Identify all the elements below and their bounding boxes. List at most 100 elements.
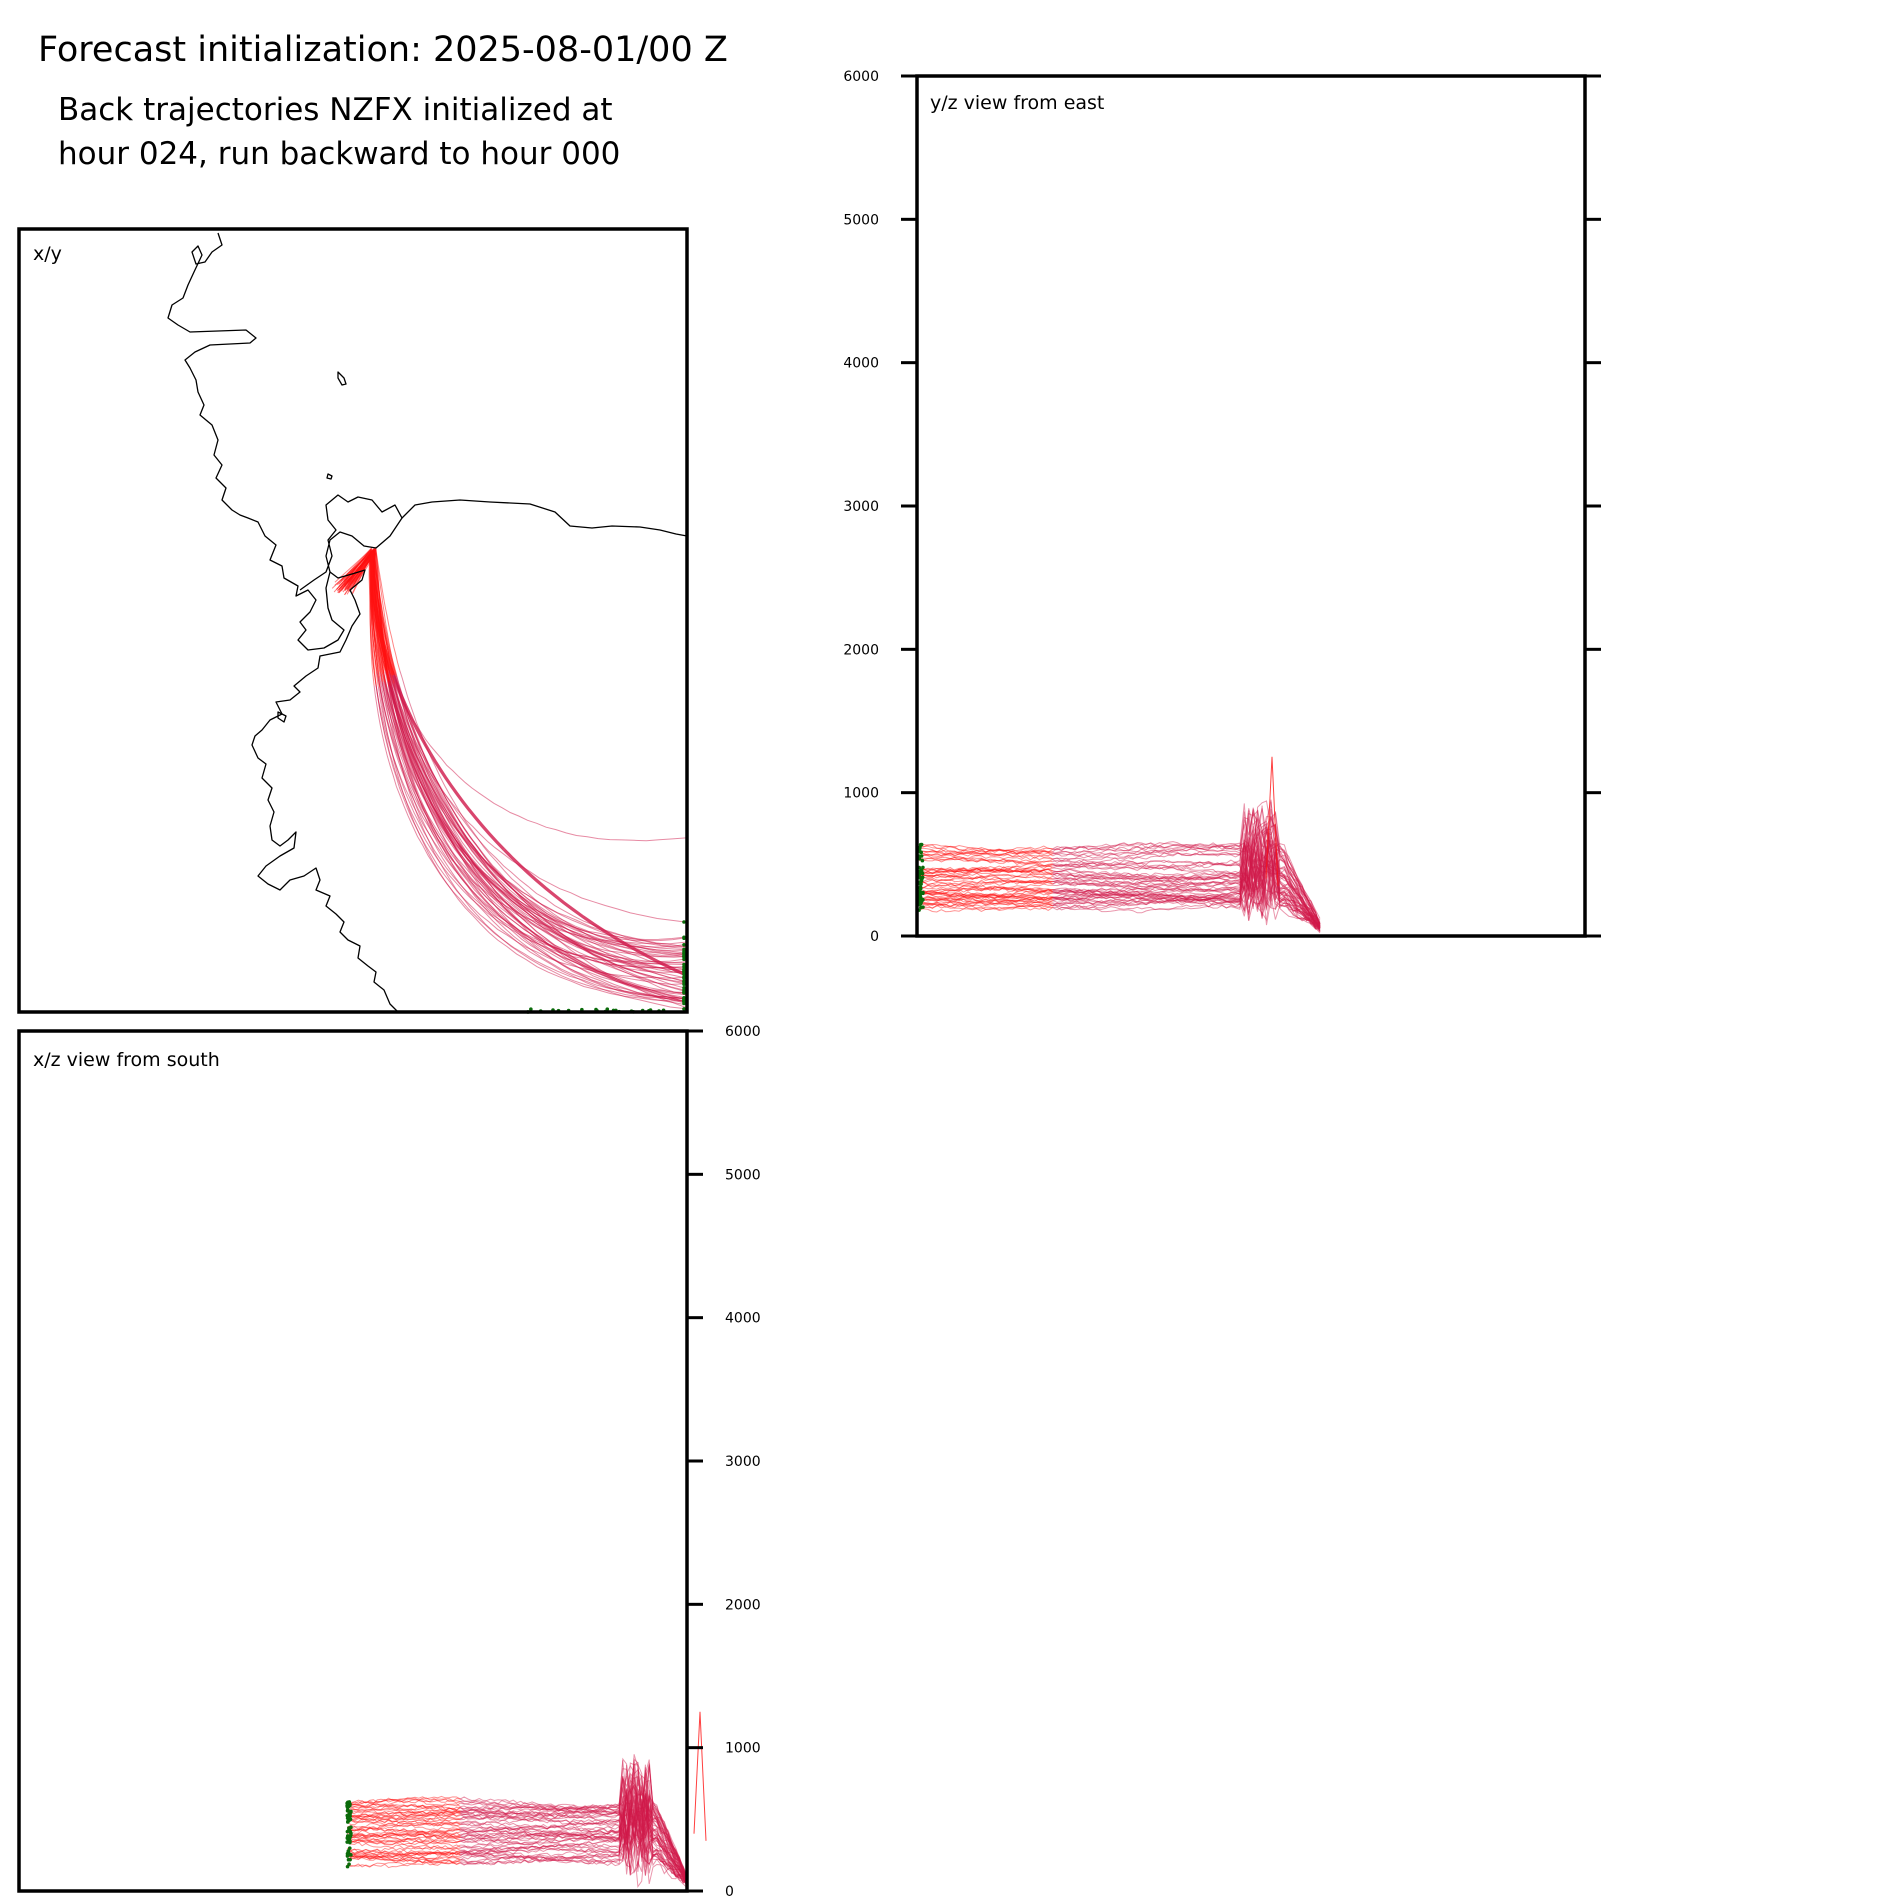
yz-trajectory-line	[1052, 895, 1200, 905]
xz-trajectory-line	[346, 1829, 461, 1840]
xz-trajectory-endpoint	[345, 1805, 350, 1809]
xz-trajectory-line	[346, 1854, 461, 1864]
yz-trajectory-line	[1199, 841, 1321, 927]
yz-trajectory-endpoint	[919, 850, 923, 855]
yz-trajectory-line	[1052, 894, 1200, 902]
yz-trajectory-line	[1199, 842, 1321, 924]
xz-trajectory-line	[460, 1805, 586, 1813]
xy-trajectory-line	[392, 671, 505, 881]
yz-trajectory-line	[1199, 799, 1321, 925]
xz-trajectory-line	[584, 1803, 688, 1887]
figure-subtitle: Back trajectories NZFX initialized at ho…	[58, 88, 620, 176]
xy-trajectory-endpoint	[682, 962, 686, 967]
xz-trajectory-line	[460, 1805, 586, 1814]
yz-trajectory-line	[1199, 848, 1321, 927]
xz-trajectory-line	[346, 1849, 461, 1856]
yz-trajectory-line	[918, 875, 1053, 883]
xy-trajectory-line	[471, 906, 687, 979]
coastline-north-east	[401, 499, 688, 537]
xz-trajectory-line	[346, 1854, 461, 1865]
xz-trajectory-line	[460, 1814, 586, 1827]
yz-tick-label: 0	[870, 929, 879, 945]
xy-trajectory-line	[495, 891, 687, 1003]
xz-trajectory-line	[460, 1843, 586, 1855]
yz-trajectory-line	[918, 843, 1053, 855]
yz-trajectory-line	[1199, 823, 1321, 924]
xz-trajectory-line	[460, 1830, 586, 1839]
yz-trajectory-line	[918, 863, 1053, 875]
yz-trajectory-line	[1052, 898, 1200, 911]
yz-trajectory-line	[1199, 857, 1321, 932]
xz-trajectory-line	[346, 1813, 461, 1826]
xy-trajectory-line	[468, 909, 687, 1000]
yz-endpoints	[917, 842, 925, 912]
xz-trajectory-line	[346, 1854, 461, 1861]
xy-trajectory-endpoint	[682, 954, 686, 959]
yz-trajectory-line	[918, 892, 1053, 902]
xz-trajectory-line	[584, 1816, 688, 1885]
xy-trajectory-line	[490, 905, 687, 1006]
xy-panel-label: x/y	[33, 243, 62, 265]
xz-trajectory-line	[584, 1784, 688, 1880]
xz-trajectory-line	[584, 1793, 688, 1885]
xz-trajectory-line	[584, 1811, 688, 1886]
xz-trajectory-line	[585, 1795, 688, 1879]
xz-trajectory-line	[584, 1807, 688, 1886]
yz-trajectory-line	[1199, 846, 1321, 928]
xy-trajectory-line	[486, 840, 687, 923]
yz-trajectory-line	[1199, 848, 1321, 928]
xy-trajectory-line	[346, 553, 377, 686]
yz-trajectory-endpoint	[920, 858, 925, 863]
xz-trajectory-line	[460, 1851, 586, 1862]
xy-trajectory-line	[399, 670, 505, 871]
xy-trajectory-endpoint	[682, 942, 686, 947]
xz-trajectory-line	[584, 1833, 688, 1888]
yz-trajectory-line	[1199, 801, 1321, 928]
xy-trajectory-endpoint	[682, 972, 686, 977]
yz-trajectories	[918, 756, 1321, 934]
xz-trajectory-line	[584, 1811, 688, 1884]
yz-trajectory-line	[1052, 863, 1200, 872]
yz-trajectory-line	[919, 900, 1053, 910]
xz-trajectory-line	[346, 1839, 461, 1850]
yz-trajectory-line	[918, 872, 1053, 880]
yz-trajectory-line	[1199, 865, 1321, 929]
xz-trajectory-endpoint	[346, 1857, 351, 1862]
yz-trajectory-line	[1052, 845, 1200, 856]
yz-trajectory-line	[1052, 887, 1200, 898]
yz-trajectory-line	[1052, 896, 1200, 903]
yz-trajectory-endpoint	[918, 892, 922, 897]
yz-trajectory-line	[1199, 829, 1321, 924]
yz-trajectory-line	[1052, 891, 1200, 903]
xz-trajectory-line	[346, 1848, 461, 1856]
yz-trajectory-line	[1199, 854, 1321, 930]
xz-trajectory-line	[584, 1757, 688, 1876]
xz-trajectory-line	[584, 1754, 688, 1877]
xy-trajectory-line	[375, 684, 472, 900]
xz-trajectory-endpoint	[346, 1819, 350, 1823]
xy-trajectory-line	[391, 679, 509, 886]
xz-trajectory-line	[346, 1860, 461, 1869]
xy-trajectory-line	[491, 902, 687, 969]
xy-trajectory-core	[369, 551, 395, 676]
yz-trajectory-line	[918, 849, 1053, 860]
xz-trajectory-line	[460, 1852, 586, 1864]
xy-trajectory-endpoint	[682, 935, 686, 940]
yz-trajectory-line	[1052, 846, 1200, 856]
xz-trajectory-line	[460, 1855, 586, 1866]
xy-trajectory-endpoint	[682, 952, 686, 956]
xy-trajectory-line	[479, 898, 687, 1003]
xy-trajectory-endpoint	[682, 957, 686, 962]
xz-trajectory-line	[460, 1825, 586, 1834]
yz-trajectory-line	[918, 868, 1053, 880]
yz-trajectory-line	[1052, 877, 1200, 888]
xz-trajectory-line	[584, 1807, 688, 1882]
xz-trajectory-endpoint	[348, 1839, 352, 1843]
yz-trajectory-line	[918, 902, 1053, 911]
yz-trajectory-line	[918, 886, 1053, 896]
yz-trajectory-line	[1052, 843, 1200, 851]
xz-trajectory-line	[584, 1789, 688, 1882]
xz-trajectory-line	[346, 1825, 461, 1838]
yz-trajectory-line	[1199, 851, 1321, 929]
